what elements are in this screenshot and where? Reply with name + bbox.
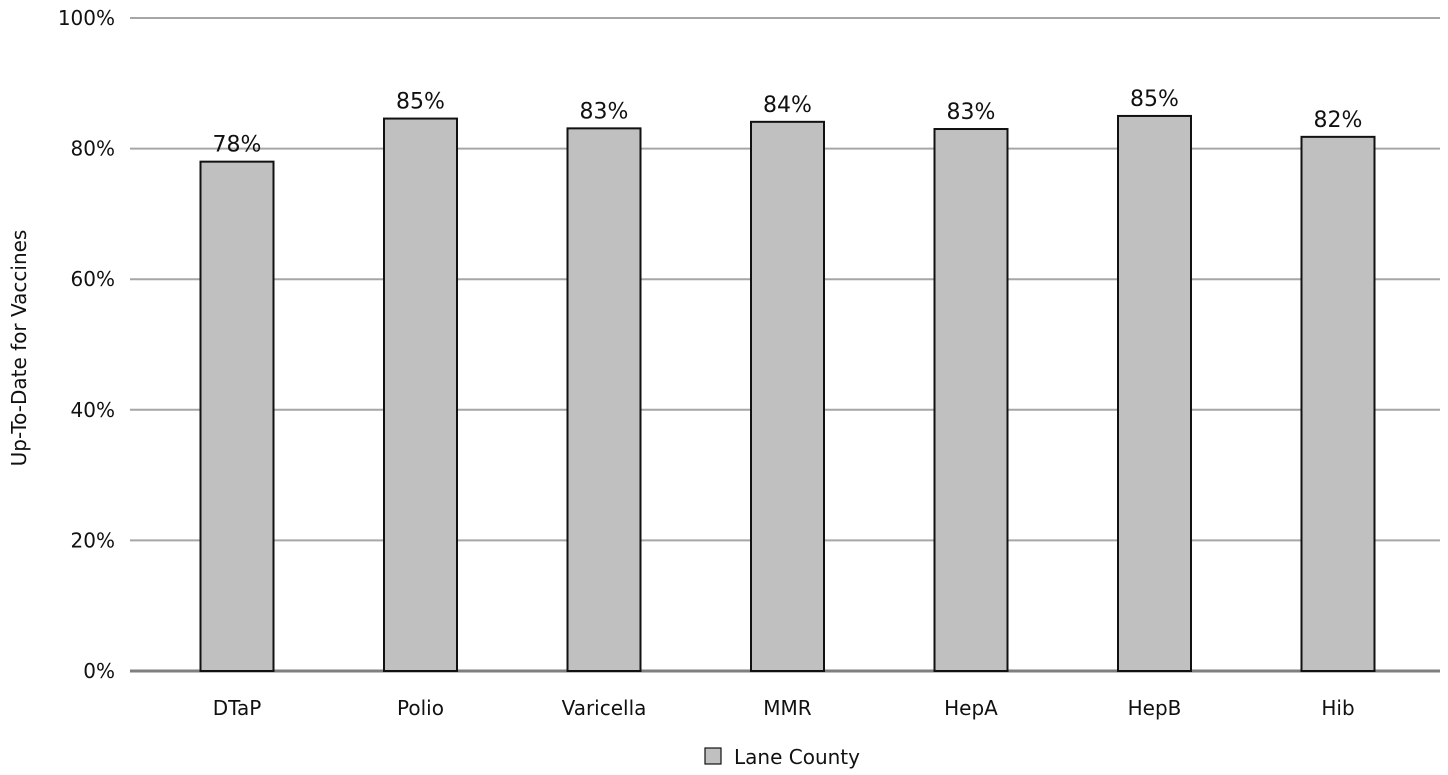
data-label-hepa: 83% — [947, 100, 996, 125]
y-axis-tick-labels: 0% 20% 40% 60% 80% 100% — [58, 6, 115, 683]
x-axis-category-labels: DTaP Polio Varicella MMR HepA HepB Hib — [213, 696, 1355, 720]
bar-hepa — [933, 128, 1009, 672]
x-tick-label-hib: Hib — [1321, 696, 1354, 720]
x-tick-label-hepa: HepA — [944, 696, 998, 720]
data-label-hib: 82% — [1314, 108, 1363, 133]
data-label-mmr: 84% — [763, 93, 812, 118]
x-tick-label-varicella: Varicella — [562, 696, 647, 720]
bar-polio — [383, 117, 458, 672]
bar-hepb — [1117, 114, 1192, 672]
x-tick-label-mmr: MMR — [763, 696, 812, 720]
data-labels: 78% 85% 83% 84% 83% 85% 82% — [213, 87, 1363, 158]
y-tick-label: 60% — [71, 267, 115, 291]
y-tick-label: 80% — [71, 137, 115, 161]
data-label-hepb: 85% — [1130, 87, 1179, 112]
bar-dtap — [199, 160, 275, 672]
legend-label-lane-county: Lane County — [734, 745, 860, 769]
bar-mmr — [750, 120, 825, 672]
legend-swatch-lane-county — [704, 747, 722, 765]
x-tick-label-polio: Polio — [397, 696, 444, 720]
x-tick-label-hepb: HepB — [1128, 696, 1182, 720]
y-tick-label: 100% — [58, 6, 115, 30]
data-label-polio: 85% — [396, 90, 445, 115]
bars — [199, 114, 1376, 672]
bar-varicella — [566, 127, 642, 672]
data-label-varicella: 83% — [580, 99, 629, 124]
x-tick-label-dtap: DTaP — [213, 696, 262, 720]
y-tick-label: 40% — [71, 398, 115, 422]
legend: Lane County — [704, 745, 860, 769]
y-axis-title: Up-To-Date for Vaccines — [7, 230, 31, 467]
y-tick-label: 0% — [83, 659, 115, 683]
y-tick-label: 20% — [71, 528, 115, 552]
bar-hib — [1300, 135, 1376, 672]
data-label-dtap: 78% — [213, 133, 262, 158]
